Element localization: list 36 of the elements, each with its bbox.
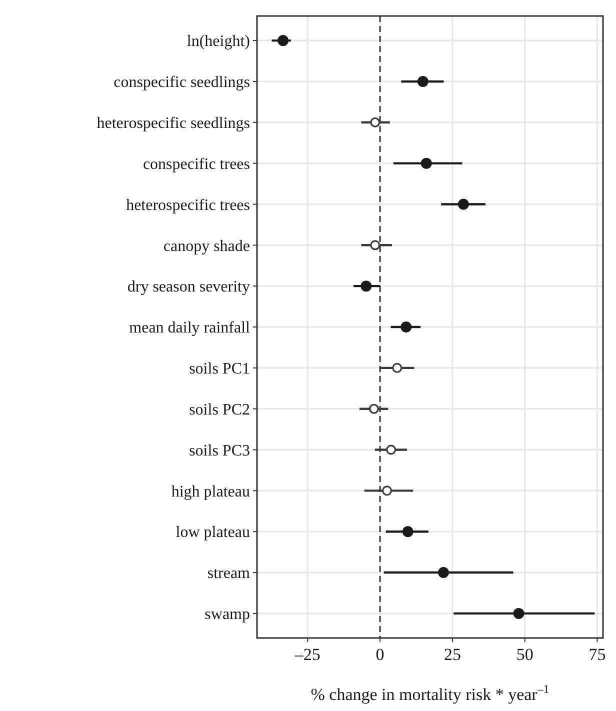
point	[370, 240, 380, 250]
y-tick-label: conspecific seedlings	[114, 74, 250, 92]
x-axis-title: % change in mortality risk * year$^{–1}$	[310, 682, 550, 704]
y-tick-label: soils PC1	[189, 360, 250, 378]
y-tick-label: ln(height)	[186, 33, 250, 50]
y-tick-label: soils PC2	[189, 401, 250, 418]
x-tick-label: 75	[588, 645, 606, 664]
y-tick-label: soils PC3	[189, 442, 250, 460]
y-tick-label: heterospecific seedlings	[96, 114, 250, 132]
point	[370, 117, 380, 128]
point	[513, 608, 524, 619]
point	[420, 158, 432, 169]
y-tick-label: swamp	[204, 606, 250, 624]
y-tick-label: stream	[207, 565, 251, 582]
point	[278, 35, 289, 46]
point	[368, 404, 379, 414]
point	[417, 76, 428, 87]
x-tick-label: 25	[444, 645, 461, 664]
x-tick-label: –25	[294, 645, 320, 664]
y-tick-label: mean daily rainfall	[129, 320, 251, 337]
y-tick-label: high plateau	[171, 483, 250, 500]
x-tick-label: 50	[516, 645, 534, 664]
point	[386, 444, 396, 455]
point	[360, 280, 372, 292]
y-tick-label: canopy shade	[163, 238, 250, 255]
point	[438, 567, 449, 578]
x-tick-label: 0	[376, 645, 384, 664]
point	[392, 362, 402, 373]
y-tick-label: heterospecific trees	[126, 196, 250, 214]
y-tick-label: conspecific trees	[142, 156, 250, 173]
point	[402, 526, 414, 538]
y-tick-label: dry season severity	[127, 278, 250, 296]
point	[400, 322, 412, 332]
point	[458, 198, 469, 210]
y-tick-label: low plateau	[176, 524, 250, 542]
point	[382, 486, 392, 496]
